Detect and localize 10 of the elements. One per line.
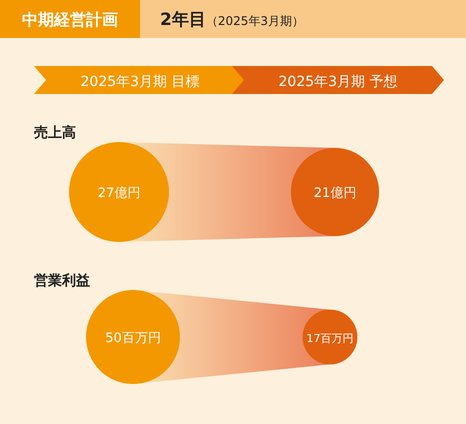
data-label: 21億円 [314,186,356,201]
data-label: 27億円 [98,186,140,201]
category-label: 2025年3月期 目標 [80,74,200,90]
text: 2年目（2025年3月期） [160,10,304,30]
text: 中期経営計画 [22,10,118,29]
category-label: 2025年3月期 予想 [278,74,398,90]
series-label: 営業利益 [34,273,90,289]
data-label: 17百万円 [306,332,354,345]
series-label: 売上高 [34,124,76,141]
data-label: 50百万円 [105,331,161,346]
